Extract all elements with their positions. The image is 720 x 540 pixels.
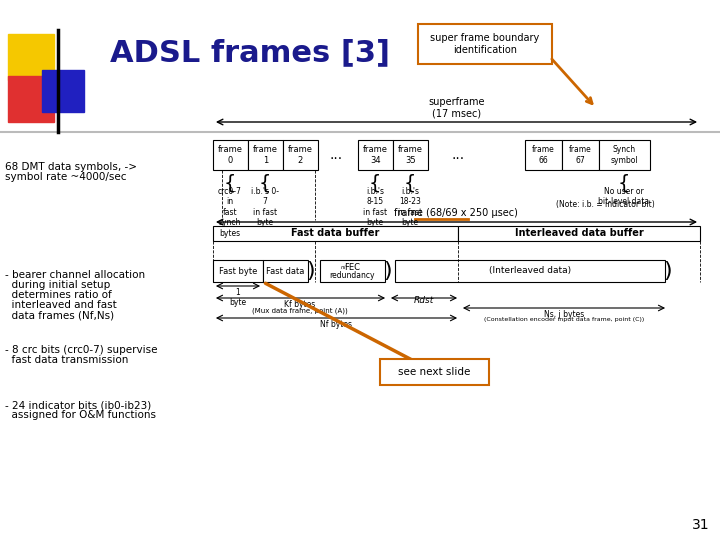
- Text: Nf bytes: Nf bytes: [320, 320, 352, 329]
- Text: Interleaved data buffer: Interleaved data buffer: [515, 228, 644, 239]
- Text: i.b.'s 0-
7
in fast
byte: i.b.'s 0- 7 in fast byte: [251, 187, 279, 227]
- Text: frame
66: frame 66: [532, 145, 555, 165]
- Text: No user or
bit-level data: No user or bit-level data: [598, 187, 649, 206]
- Text: super frame boundary
identification: super frame boundary identification: [431, 33, 539, 55]
- Text: frame
2: frame 2: [288, 145, 313, 165]
- FancyBboxPatch shape: [380, 359, 489, 385]
- Text: - 24 indicator bits (ib0-ib23): - 24 indicator bits (ib0-ib23): [5, 400, 151, 410]
- Text: Synch
symbol: Synch symbol: [611, 145, 639, 165]
- Bar: [393, 140, 428, 170]
- Text: 31: 31: [693, 518, 710, 532]
- Text: Fast data buffer: Fast data buffer: [292, 228, 379, 239]
- Text: ): ): [307, 261, 315, 281]
- Text: {: {: [404, 174, 416, 193]
- Bar: [213, 226, 458, 241]
- Text: interleaved and fast: interleaved and fast: [5, 300, 117, 310]
- Bar: [8, 34, 54, 80]
- Text: frame
67: frame 67: [569, 145, 592, 165]
- Bar: [395, 260, 665, 282]
- Text: crc0-7
in
fast
synch
bytes: crc0-7 in fast synch bytes: [218, 187, 242, 238]
- Text: Fast byte: Fast byte: [219, 267, 257, 275]
- Text: {: {: [618, 174, 630, 193]
- Text: (Mux data frame, point (A)): (Mux data frame, point (A)): [252, 307, 348, 314]
- Text: ...: ...: [330, 148, 343, 162]
- Text: $_{ni}$: $_{ni}$: [340, 264, 347, 273]
- Bar: [263, 260, 308, 282]
- Text: frame (68/69 x 250 μsec): frame (68/69 x 250 μsec): [394, 208, 518, 218]
- Text: during initial setup: during initial setup: [5, 280, 110, 290]
- Text: - 8 crc bits (crc0-7) supervise: - 8 crc bits (crc0-7) supervise: [5, 345, 158, 355]
- Text: (Interleaved data): (Interleaved data): [489, 267, 571, 275]
- Text: {: {: [224, 174, 236, 193]
- Text: Ns, j bytes: Ns, j bytes: [544, 310, 584, 319]
- Text: frame
35: frame 35: [398, 145, 423, 165]
- Text: (Note: i.b. = indicator bit): (Note: i.b. = indicator bit): [557, 200, 655, 209]
- Bar: [320, 260, 385, 282]
- Text: ): ): [664, 261, 672, 281]
- FancyBboxPatch shape: [418, 24, 552, 64]
- Text: data frames (Nf,Ns): data frames (Nf,Ns): [5, 310, 114, 320]
- Bar: [599, 140, 650, 170]
- Bar: [458, 226, 700, 241]
- Text: frame
0: frame 0: [218, 145, 243, 165]
- Text: redundancy: redundancy: [329, 271, 374, 280]
- Text: frame
1: frame 1: [253, 145, 278, 165]
- Text: determines ratio of: determines ratio of: [5, 290, 112, 300]
- Text: i.b.'s
18-23
in fast
byte: i.b.'s 18-23 in fast byte: [398, 187, 422, 227]
- Bar: [525, 140, 562, 170]
- Bar: [213, 140, 248, 170]
- Text: ADSL frames [3]: ADSL frames [3]: [110, 38, 390, 68]
- Bar: [213, 260, 263, 282]
- Bar: [8, 76, 54, 122]
- Bar: [562, 140, 599, 170]
- Text: frame
34: frame 34: [363, 145, 388, 165]
- Text: Rdst: Rdst: [414, 296, 434, 305]
- Text: {: {: [258, 174, 271, 193]
- Bar: [283, 140, 318, 170]
- Text: {: {: [369, 174, 381, 193]
- Text: FEC: FEC: [344, 264, 360, 273]
- Text: Fast data: Fast data: [266, 267, 304, 275]
- Text: i.b.'s
8-15
in fast
byte: i.b.'s 8-15 in fast byte: [363, 187, 387, 227]
- Text: Kf bytes: Kf bytes: [284, 300, 315, 309]
- Text: fast data transmission: fast data transmission: [5, 355, 128, 365]
- Bar: [248, 140, 283, 170]
- Text: superframe
(17 msec): superframe (17 msec): [428, 97, 485, 119]
- Text: (Constellation encoder input data frame, point (C)): (Constellation encoder input data frame,…: [484, 317, 644, 322]
- Text: symbol rate ~4000/sec: symbol rate ~4000/sec: [5, 172, 127, 182]
- Text: assigned for O&M functions: assigned for O&M functions: [5, 410, 156, 420]
- Text: ): ): [384, 261, 392, 281]
- Text: - bearer channel allocation: - bearer channel allocation: [5, 270, 145, 280]
- Bar: [358, 140, 393, 170]
- Text: see next slide: see next slide: [398, 367, 471, 377]
- Text: 1
byte: 1 byte: [230, 288, 246, 307]
- Text: 68 DMT data symbols, ->: 68 DMT data symbols, ->: [5, 162, 137, 172]
- Text: ...: ...: [451, 148, 464, 162]
- Bar: [42, 70, 84, 112]
